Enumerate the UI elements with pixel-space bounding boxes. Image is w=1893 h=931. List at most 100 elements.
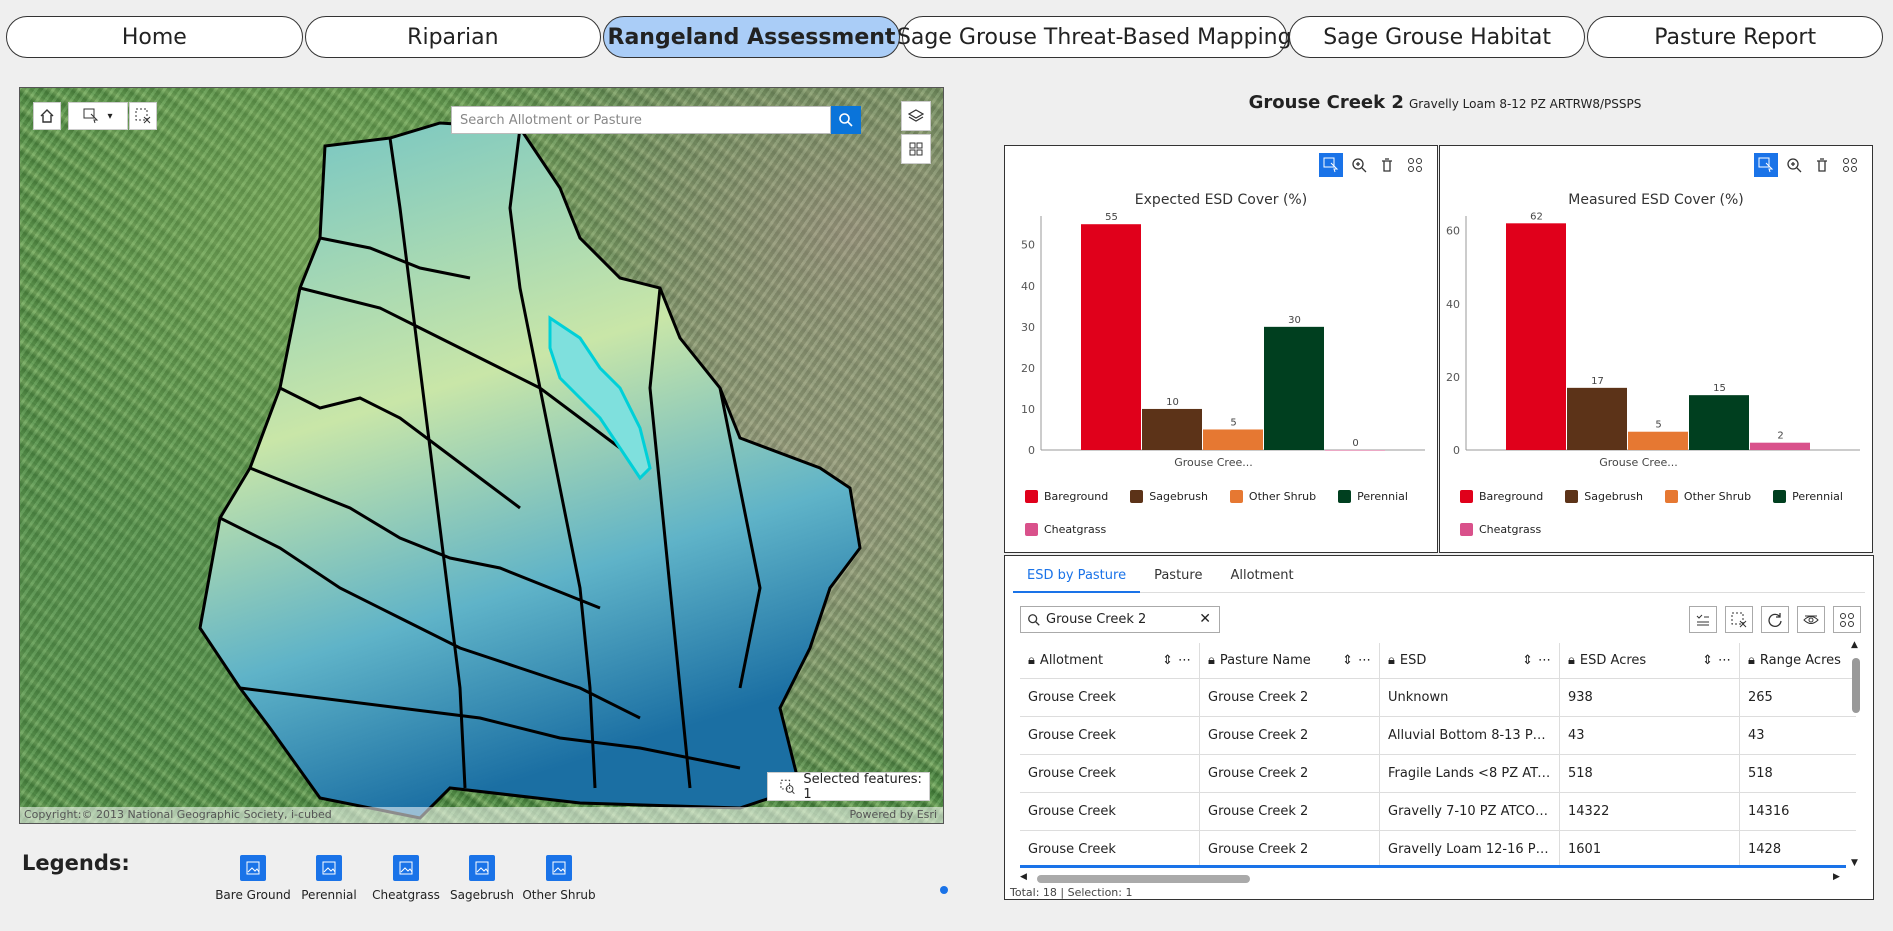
selected-pasture[interactable]: [548, 315, 652, 481]
lock-icon: 🔒︎: [1568, 653, 1575, 668]
legend-item-perennial[interactable]: Perennial: [1338, 490, 1408, 503]
tab-home[interactable]: Home: [6, 16, 303, 58]
table-search-input[interactable]: Grouse Creek 2 ✕: [1020, 606, 1220, 633]
chart-options-button[interactable]: [1403, 153, 1427, 177]
table-cell: 938: [1560, 679, 1740, 716]
legend-cheatgrass[interactable]: Cheatgrass: [366, 855, 446, 902]
legend-perennial[interactable]: Perennial: [289, 855, 369, 902]
column-header[interactable]: 🔒︎ Allotment ⇕ ⋯: [1020, 643, 1200, 678]
column-header[interactable]: 🔒︎ Pasture Name ⇕ ⋯: [1200, 643, 1380, 678]
tab-allotment[interactable]: Allotment: [1230, 568, 1294, 583]
select-pointer-icon: [1323, 157, 1339, 173]
bar-perennial[interactable]: [1689, 395, 1749, 450]
legend-label: Sagebrush: [1149, 490, 1208, 503]
show-selection-button[interactable]: [1689, 606, 1717, 633]
grid-icon: [909, 142, 923, 156]
table-row[interactable]: Grouse Creek Grouse Creek 2 Alluvial Botto…: [1020, 717, 1856, 755]
chart-legend: Bareground Sagebrush Other Shrub Perennial: [1025, 490, 1408, 503]
clear-selection-button[interactable]: [1725, 606, 1753, 633]
bar-cheatgrass[interactable]: [1750, 442, 1810, 450]
bar-chart-plot[interactable]: 0 20 40 60 62 17 5 15 2 Grouse Cree...: [1440, 146, 1874, 554]
legend-item-cheatgrass[interactable]: Cheatgrass: [1460, 523, 1541, 536]
chart-zoom-button[interactable]: [1782, 153, 1806, 177]
chart-select-button[interactable]: [1319, 153, 1343, 177]
image-icon: [316, 855, 342, 881]
chart-clear-selection-button[interactable]: [1810, 153, 1834, 177]
vertical-scrollbar[interactable]: ▲ ▼: [1851, 640, 1861, 868]
basemap-gallery-button[interactable]: [901, 134, 931, 164]
legend-item-bareground[interactable]: Bareground: [1460, 490, 1543, 503]
legends-title: Legends:: [22, 851, 130, 875]
table-row[interactable]: Grouse Creek Grouse Creek 2 Fragile Lands …: [1020, 755, 1856, 793]
main-nav: Home Riparian Rangeland Assessment Sage …: [6, 16, 1883, 58]
bar-other_shrub[interactable]: [1203, 429, 1263, 450]
map-search-input[interactable]: Search Allotment or Pasture: [451, 106, 831, 134]
tab-pasture-report[interactable]: Pasture Report: [1587, 16, 1883, 58]
bar-other_shrub[interactable]: [1628, 431, 1688, 450]
legend-sagebrush[interactable]: Sagebrush: [442, 855, 522, 902]
chart-clear-selection-button[interactable]: [1375, 153, 1399, 177]
table-row[interactable]: Grouse Creek Grouse Creek 2 Gravelly Loam …: [1020, 831, 1856, 865]
checklist-icon: [1696, 614, 1709, 625]
bar-cheatgrass[interactable]: [1325, 450, 1385, 451]
chevron-down-icon: ▾: [107, 110, 113, 122]
table-cell: Grouse Creek 2: [1200, 679, 1380, 716]
legend-other-shrub[interactable]: Other Shrub: [519, 855, 599, 902]
tab-esd-by-pasture[interactable]: ESD by Pasture: [1013, 568, 1141, 593]
chart-zoom-button[interactable]: [1347, 153, 1371, 177]
page-indicator-dot[interactable]: [940, 886, 948, 894]
bar-chart-plot[interactable]: 0 10 20 30 40 50 55 10 5 30 0 Grouse Cree...: [1005, 146, 1439, 554]
column-header[interactable]: 🔒︎ ESD Acres ⇕ ⋯: [1560, 643, 1740, 678]
search-icon: [839, 113, 853, 127]
refresh-button[interactable]: [1761, 606, 1789, 633]
map-view[interactable]: ▾ Search Allotment or Pasture Selected f…: [19, 87, 944, 824]
clear-selection-button[interactable]: [129, 102, 157, 130]
legend-item-perennial[interactable]: Perennial: [1773, 490, 1843, 503]
bar-perennial[interactable]: [1264, 326, 1324, 450]
legend-item-sagebrush[interactable]: Sagebrush: [1130, 490, 1208, 503]
table-cell: 1601: [1560, 831, 1740, 865]
legend-item-sagebrush[interactable]: Sagebrush: [1565, 490, 1643, 503]
column-header[interactable]: 🔒︎ Range Acres: [1740, 643, 1856, 678]
clear-search-icon[interactable]: ✕: [1199, 611, 1211, 627]
legend-item-cheatgrass[interactable]: Cheatgrass: [1025, 523, 1106, 536]
selected-features-badge[interactable]: Selected features: 1: [767, 772, 930, 802]
legend-item-other_shrub[interactable]: Other Shrub: [1229, 490, 1316, 503]
tab-sage-grouse-habitat[interactable]: Sage Grouse Habitat: [1288, 16, 1586, 58]
bar-bareground[interactable]: [1506, 223, 1566, 450]
horizontal-scrollbar[interactable]: [1037, 875, 1250, 883]
sort-icon: ⇕: [1702, 653, 1713, 668]
lock-icon: 🔒︎: [1388, 653, 1395, 668]
tab-riparian[interactable]: Riparian: [304, 16, 602, 58]
column-header[interactable]: 🔒︎ ESD ⇕ ⋯: [1380, 643, 1560, 678]
column-visibility-button[interactable]: [1797, 606, 1825, 633]
allotment-regions[interactable]: [20, 88, 944, 824]
bar-sagebrush[interactable]: [1567, 387, 1627, 450]
layer-list-button[interactable]: [901, 101, 931, 131]
data-label: 17: [1591, 376, 1604, 387]
legend-item-bareground[interactable]: Bareground: [1025, 490, 1108, 503]
select-tool-button[interactable]: ▾: [68, 102, 128, 130]
tab-sage-grouse-threat-mapping[interactable]: Sage Grouse Threat-Based Mapping: [897, 16, 1292, 58]
tab-rangeland-assessment[interactable]: Rangeland Assessment: [603, 16, 900, 58]
tab-pasture[interactable]: Pasture: [1154, 568, 1203, 583]
table-row[interactable]: Grouse Creek Grouse Creek 2 Gravelly 7-10 …: [1020, 793, 1856, 831]
y-tick-label: 0: [1453, 444, 1460, 457]
bar-sagebrush[interactable]: [1142, 408, 1202, 450]
data-label: 62: [1530, 211, 1543, 222]
scroll-left-icon[interactable]: ◀: [1020, 872, 1027, 882]
chart-select-button[interactable]: [1754, 153, 1778, 177]
chart-options-button[interactable]: [1838, 153, 1862, 177]
legend-bare-ground[interactable]: Bare Ground: [213, 855, 293, 902]
table-cell: Grouse Creek: [1020, 717, 1200, 754]
map-search-button[interactable]: [831, 106, 861, 134]
scroll-down-icon: ▼: [1851, 858, 1858, 868]
scroll-right-icon[interactable]: ▶: [1833, 872, 1840, 882]
powered-by-esri[interactable]: Powered by Esri: [849, 808, 937, 821]
home-button[interactable]: [33, 102, 61, 130]
bar-bareground[interactable]: [1081, 224, 1141, 450]
table-options-button[interactable]: [1833, 606, 1861, 633]
x-tick-label: Grouse Cree...: [1174, 456, 1253, 469]
legend-item-other_shrub[interactable]: Other Shrub: [1664, 490, 1751, 503]
table-row[interactable]: Grouse Creek Grouse Creek 2 Unknown 938 265: [1020, 679, 1856, 717]
